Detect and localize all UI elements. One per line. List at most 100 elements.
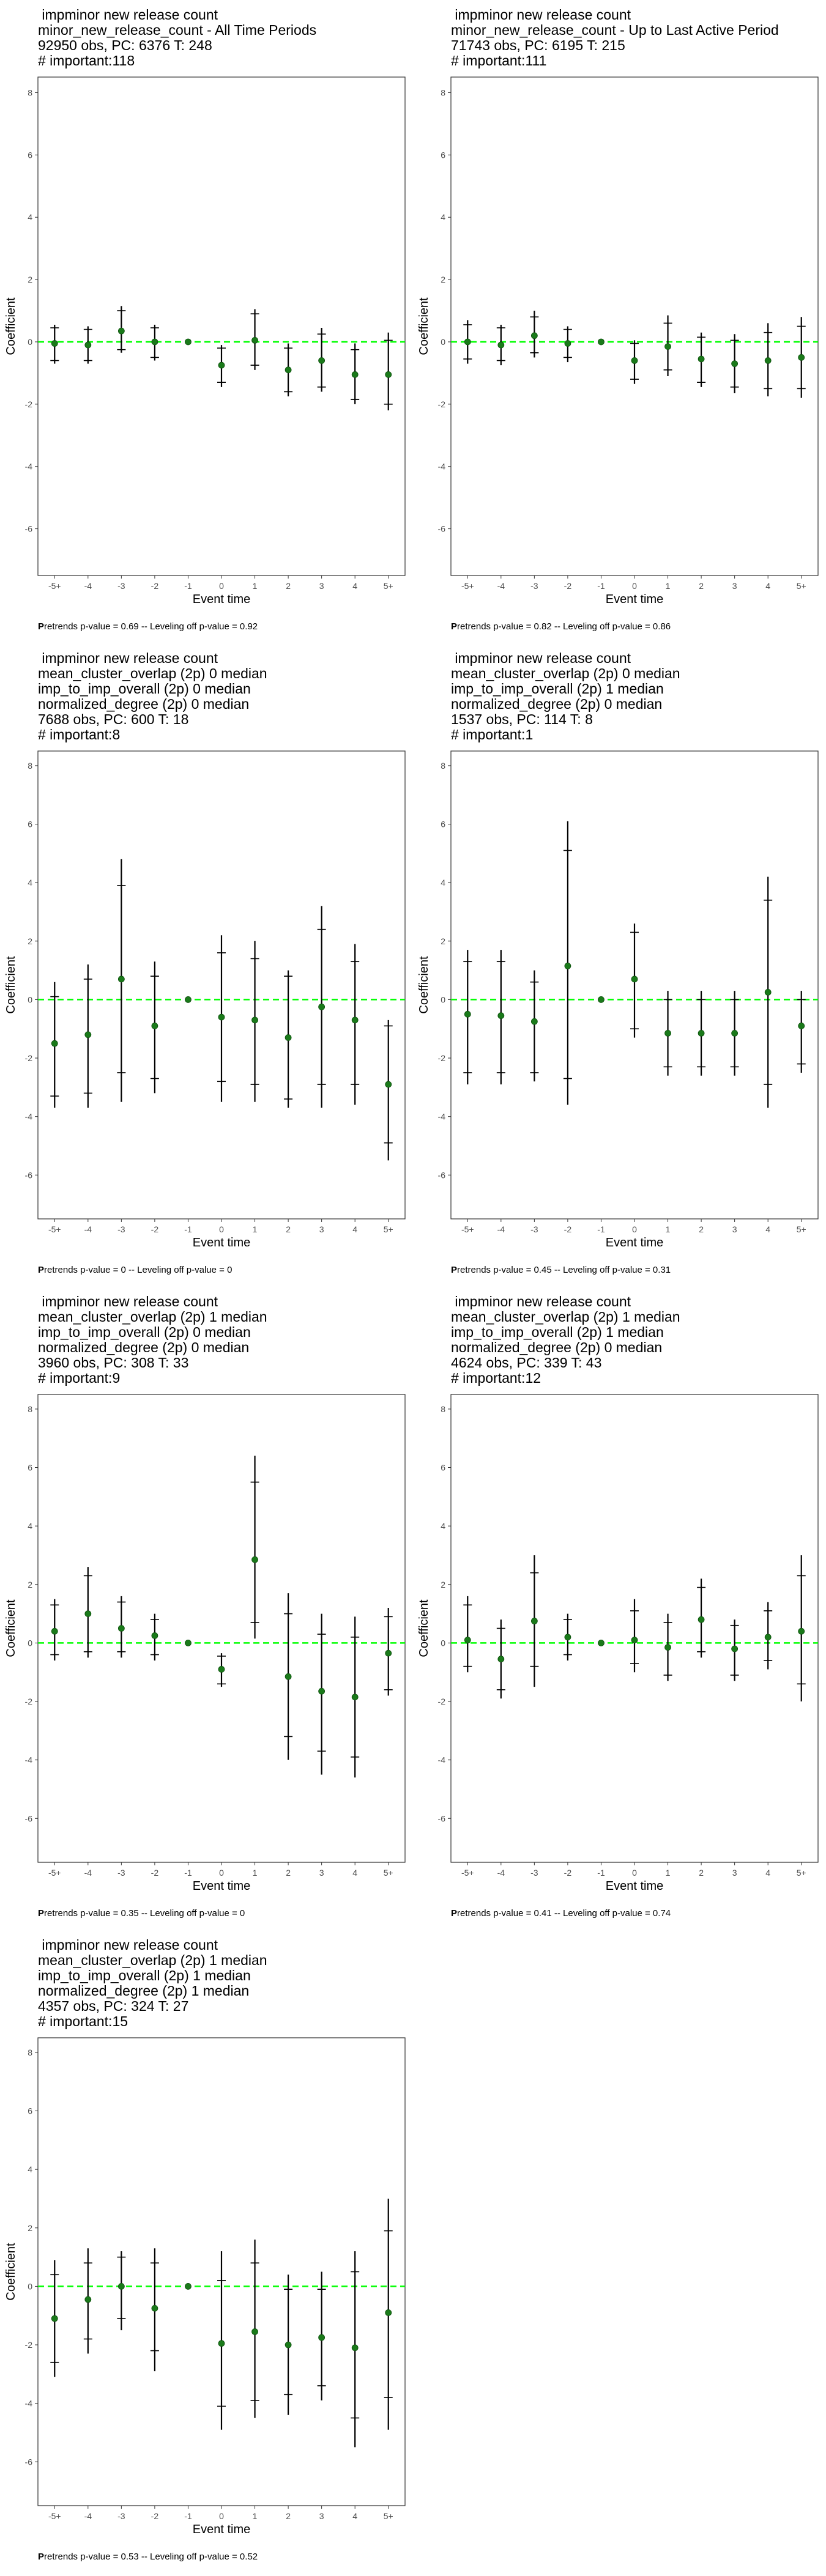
chart-plot: -6 -4 -2 0 2 4 6 8 -5+ -4 -3 -2 -1 0 1 2 3 4 5+ Event time C… [417,76,819,606]
y-tick-label: 8 [441,87,445,97]
x-tick-label: -2 [151,1224,159,1234]
x-tick-label: -4 [84,1224,92,1234]
x-tick-label: 0 [219,581,224,591]
pvalue-caption-initial: P [38,1908,45,1919]
chart-plot: -6 -4 -2 0 2 4 6 8 -5+ -4 -3 -2 -1 0 1 2 3 4 5+ Event time C… [417,1394,819,1893]
x-tick-label: 2 [286,1224,291,1234]
x-tick-label: -3 [117,581,125,591]
x-tick-label: 1 [666,1868,671,1878]
x-tick-label: 5+ [797,1868,806,1878]
data-point [151,1023,158,1029]
y-tick-label: 0 [28,337,32,347]
y-tick-label: 6 [441,150,445,160]
data-point [51,2315,58,2322]
data-point [664,1029,671,1037]
chart-plot: -6 -4 -2 0 2 4 6 8 -5+ -4 -3 -2 -1 0 1 2 3 4 5+ Event time C… [417,750,819,1249]
data-point [497,341,505,349]
data-point [84,1031,92,1038]
chart-title: impminor new release count minor_new_rele… [451,7,818,68]
x-tick-label: 4 [352,581,357,591]
x-tick-label: -3 [117,1868,125,1878]
data-point [185,2283,192,2290]
data-point [698,355,705,363]
data-point [318,1687,326,1695]
chart-title: impminor new release count mean_cluster_o… [38,1938,405,2029]
x-tick-label: 0 [219,1224,224,1234]
x-tick-label: -3 [117,1224,125,1234]
data-point [798,1627,805,1635]
y-tick-label: -2 [438,1697,446,1706]
data-point [764,989,772,996]
x-tick-label: -1 [184,581,192,591]
x-tick-label: -1 [597,1224,605,1234]
x-tick-label: -5+ [48,1224,61,1234]
data-point [285,1673,292,1680]
chart-panel-5: impminor new release count mean_cluster_o… [0,1293,411,1933]
x-tick-label: 1 [253,581,258,591]
y-tick-label: 0 [441,337,445,347]
y-tick-label: -4 [25,1755,33,1765]
x-tick-label: -5+ [48,581,61,591]
y-tick-label: 6 [28,150,32,160]
y-tick-label: 4 [28,212,32,222]
pvalue-caption-initial: P [38,2552,45,2562]
data-point [51,340,58,347]
chart-title-line: 4624 obs, PC: 339 T: 43 [451,1355,602,1371]
data-point [664,1644,671,1651]
data-point [598,1640,605,1646]
chart-panel-7: impminor new release count mean_cluster_o… [0,1936,411,2576]
x-tick-label: 4 [765,1868,770,1878]
y-tick-label: 2 [28,1580,32,1590]
x-tick-label: 3 [732,581,737,591]
x-tick-label: 3 [319,581,324,591]
y-tick-label: -4 [438,462,446,472]
x-tick-label: -1 [597,581,605,591]
chart-title-line: 92950 obs, PC: 6376 T: 248 [38,37,212,53]
data-point [731,1029,739,1037]
x-tick-label: 2 [286,2511,291,2521]
x-tick-label: 0 [219,2511,224,2521]
y-tick-label: 6 [28,1463,32,1473]
x-tick-label: 5+ [384,1224,393,1234]
data-point [251,1556,258,1563]
x-tick-label: 1 [253,1224,258,1234]
x-tick-label: -2 [564,1224,572,1234]
data-point [351,1693,359,1701]
data-point [84,1610,92,1617]
data-point [464,1010,471,1018]
x-axis-label: Event time [606,1879,663,1893]
x-tick-label: 1 [253,1868,258,1878]
x-tick-label: 2 [286,1868,291,1878]
chart-title-line: imp_to_imp_overall (2p) 1 median [451,681,664,697]
data-point [598,996,605,1003]
chart-panel-1: impminor new release count minor_new_rele… [0,6,411,646]
chart-title-line: imp_to_imp_overall (2p) 0 median [38,1324,251,1340]
y-tick-label: -2 [25,399,33,409]
data-point [798,354,805,361]
x-tick-label: 4 [352,2511,357,2521]
chart-title-line: 7688 obs, PC: 600 T: 18 [38,711,189,727]
y-tick-label: -6 [438,1170,446,1180]
chart-panel-4: impminor new release count mean_cluster_o… [413,650,824,1289]
x-tick-label: -1 [184,1224,192,1234]
y-tick-label: -2 [25,1053,33,1063]
x-tick-label: -2 [151,2511,159,2521]
data-point [731,360,739,368]
data-point [285,2341,292,2348]
data-point [385,2309,392,2316]
y-tick-label: 2 [441,936,445,946]
y-tick-label: -2 [25,2340,33,2350]
data-point [385,1081,392,1088]
x-tick-label: -1 [184,1868,192,1878]
chart-panel-2: impminor new release count minor_new_rele… [413,6,824,646]
x-tick-label: 1 [666,581,671,591]
chart-title-line: # important:118 [38,53,135,68]
x-axis-label: Event time [193,1879,250,1893]
y-tick-label: -4 [438,1755,446,1765]
pvalue-caption-text: retrends p-value = 0.41 -- Leveling off … [457,1908,671,1919]
x-tick-label: 3 [319,1224,324,1234]
y-tick-label: -6 [438,1813,446,1823]
data-point [318,357,326,364]
chart-plot: -6 -4 -2 0 2 4 6 8 -5+ -4 -3 -2 -1 0 1 2 3 4 5+ Event time C… [4,76,406,606]
y-tick-label: -6 [25,1170,33,1180]
